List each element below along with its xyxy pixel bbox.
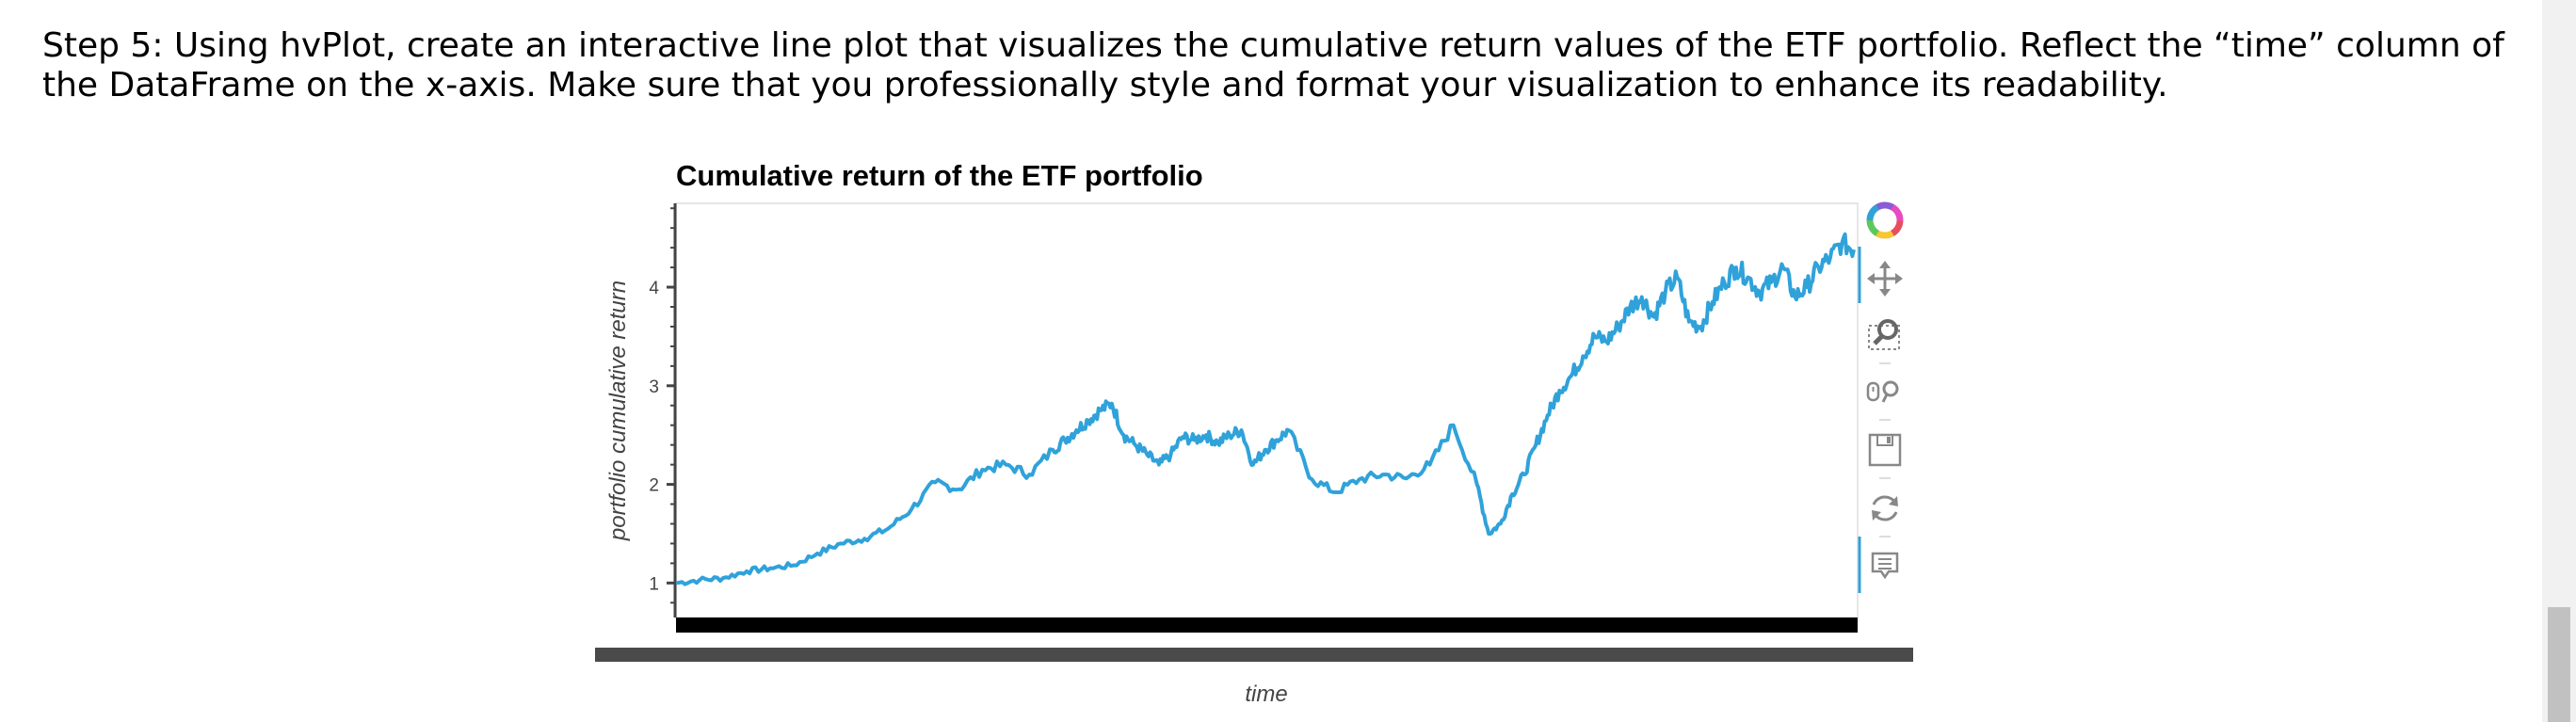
x-axis-label: time (1245, 682, 1287, 707)
pan-icon[interactable] (1867, 261, 1903, 297)
y-axis-label: portfolio cumulative return (605, 281, 631, 541)
y-tick-label-1: 1 (649, 574, 659, 594)
wheel-zoom-icon[interactable] (1866, 380, 1899, 403)
page-scrollbar-thumb[interactable] (2548, 607, 2570, 722)
bokeh-logo-icon[interactable] (1864, 200, 1906, 241)
chart-title: Cumulative return of the ETF portfolio (676, 159, 1203, 192)
range-scrollbar[interactable] (595, 648, 1913, 662)
toolbar-separators (1879, 362, 1891, 537)
y-tick-label-2: 2 (649, 476, 659, 496)
bokeh-toolbar (1858, 200, 1906, 593)
hover-icon[interactable] (1871, 552, 1899, 580)
step-5-instruction: Step 5: Using hvPlot, create an interact… (42, 26, 2504, 104)
y-tick-label-4: 4 (649, 279, 659, 298)
y-axis-major-ticks: 1 2 3 4 (649, 279, 676, 594)
box-zoom-icon[interactable] (1868, 319, 1900, 350)
page-scrollbar-track[interactable] (2542, 0, 2576, 722)
y-axis-minor-ticks (670, 207, 676, 604)
y-tick-label-3: 3 (649, 377, 659, 397)
save-icon[interactable] (1868, 433, 1902, 467)
plot-area-frame[interactable] (675, 202, 1859, 618)
x-axis-tick-band (676, 618, 1858, 633)
series-line-cumulative-return[interactable] (675, 232, 1856, 586)
reset-icon[interactable] (1872, 495, 1898, 521)
